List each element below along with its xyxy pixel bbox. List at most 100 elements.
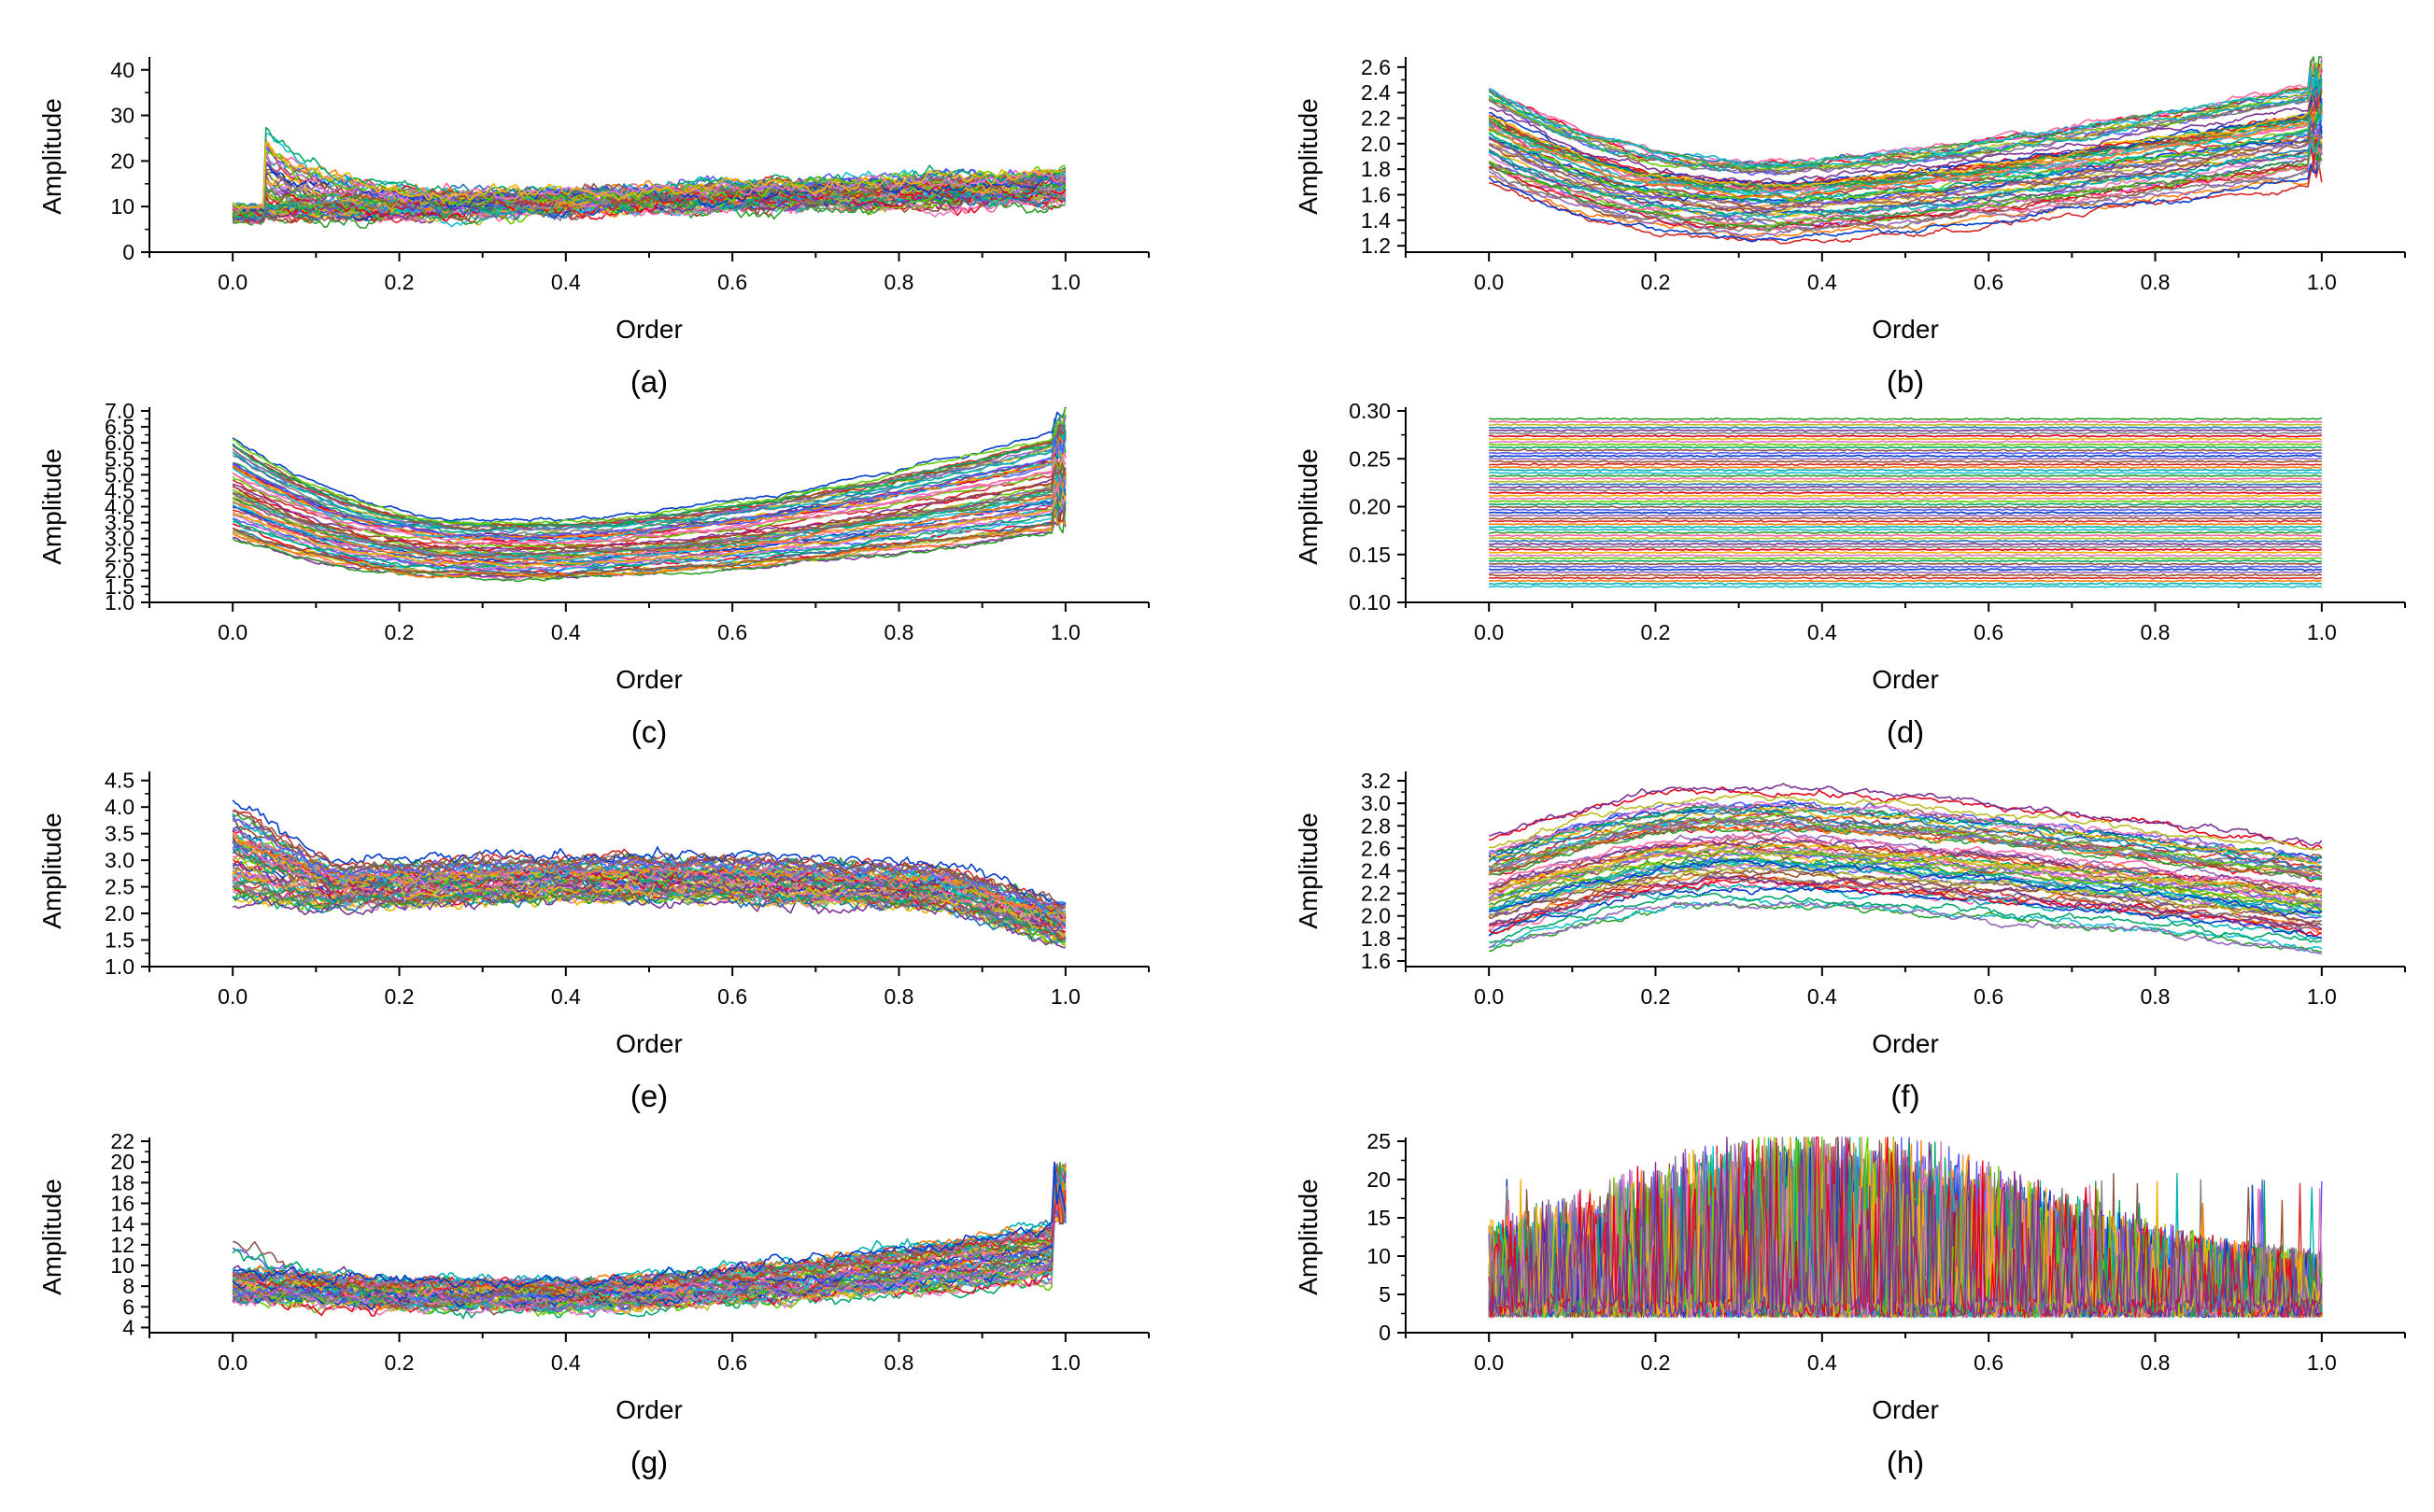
y-tick-label: 1.5 bbox=[105, 574, 134, 599]
x-tick-label: 0.8 bbox=[2141, 270, 2171, 294]
panel-label: (a) bbox=[630, 364, 668, 399]
series-line bbox=[1489, 792, 2322, 851]
y-tick-label: 3.2 bbox=[1361, 769, 1391, 793]
series-line bbox=[1489, 431, 2322, 435]
series-line bbox=[1489, 561, 2322, 566]
y-tick-label: 20 bbox=[110, 1150, 134, 1174]
y-tick-label: 3.0 bbox=[105, 848, 134, 872]
x-axis-title: Order bbox=[1872, 1029, 1939, 1058]
series-line bbox=[1488, 530, 2323, 535]
y-tick-label: 4 bbox=[122, 1315, 134, 1339]
series-line bbox=[232, 142, 1067, 209]
series-line bbox=[1488, 1137, 2323, 1319]
x-axis-title: Order bbox=[616, 665, 683, 694]
series-line bbox=[1489, 516, 2322, 520]
chart-panel-c: 0.0 0.2 0.4 0.6 0.8 1.01.01.52.02.53.03.54.04… bbox=[37, 399, 1150, 749]
y-tick-label: 18 bbox=[110, 1170, 134, 1194]
y-tick-label: 4.0 bbox=[105, 795, 134, 819]
series-line bbox=[1489, 434, 2322, 438]
series-line bbox=[1488, 559, 2322, 563]
y-tick-label: 6.5 bbox=[105, 415, 134, 439]
x-tick-label: 1.0 bbox=[1051, 1350, 1081, 1375]
x-tick-label: 0.6 bbox=[1974, 1350, 2003, 1375]
series-line bbox=[1489, 571, 2322, 574]
series-line bbox=[1488, 493, 2322, 498]
series-line bbox=[1489, 429, 2323, 432]
series-line bbox=[1489, 783, 2323, 846]
y-tick-label: 1.5 bbox=[105, 928, 134, 953]
y-axis-title: Amplitude bbox=[37, 448, 66, 565]
series-line bbox=[1489, 514, 2322, 517]
series-line bbox=[1489, 448, 2322, 453]
y-tick-label: 20 bbox=[110, 148, 134, 173]
x-tick-label: 1.0 bbox=[2307, 270, 2337, 294]
y-tick-label: 2.6 bbox=[1361, 55, 1391, 79]
series-line bbox=[1489, 564, 2322, 569]
series-line bbox=[1488, 897, 2323, 953]
y-tick-label: 15 bbox=[1366, 1206, 1391, 1230]
series-line bbox=[1489, 576, 2323, 580]
x-tick-label: 0.2 bbox=[1641, 1350, 1671, 1375]
series-line bbox=[1489, 454, 2322, 458]
series-line bbox=[1489, 462, 2322, 467]
y-tick-label: 1.0 bbox=[105, 954, 134, 979]
series-line bbox=[1488, 129, 2323, 220]
series-line bbox=[1489, 465, 2322, 470]
series-line bbox=[232, 799, 1067, 905]
series-line bbox=[232, 414, 1067, 530]
series-line bbox=[1488, 799, 2322, 863]
series-line bbox=[232, 407, 1067, 525]
y-tick-label: 5.0 bbox=[105, 462, 134, 487]
y-tick-label: 0 bbox=[1379, 1321, 1391, 1345]
y-tick-label: 2.2 bbox=[1361, 106, 1391, 131]
x-tick-label: 0.6 bbox=[717, 984, 747, 1009]
x-tick-label: 0.2 bbox=[385, 984, 415, 1009]
x-tick-label: 0.2 bbox=[1641, 620, 1671, 644]
series-line bbox=[1488, 437, 2322, 441]
series-line bbox=[1488, 73, 2323, 172]
panel-label: (e) bbox=[630, 1079, 668, 1113]
series-line bbox=[1489, 490, 2322, 495]
panel-label: (d) bbox=[1887, 714, 1924, 749]
y-tick-label: 2.0 bbox=[1361, 132, 1391, 156]
y-tick-label: 2.4 bbox=[1361, 859, 1391, 883]
x-tick-label: 0.0 bbox=[218, 620, 248, 644]
x-tick-label: 0.6 bbox=[1974, 620, 2003, 644]
series-line bbox=[232, 503, 1067, 579]
series-line bbox=[1489, 468, 2323, 473]
series-line bbox=[1488, 78, 2323, 176]
series-line bbox=[1488, 97, 2323, 201]
series-line bbox=[1489, 525, 2323, 530]
x-tick-label: 0.4 bbox=[1807, 984, 1837, 1009]
series-line bbox=[232, 1165, 1067, 1303]
y-tick-label: 3.0 bbox=[105, 527, 134, 551]
series-line bbox=[1488, 457, 2323, 460]
series-line bbox=[1488, 800, 2322, 865]
x-tick-label: 0.6 bbox=[717, 270, 747, 294]
y-tick-label: 2.8 bbox=[1361, 813, 1391, 838]
series-line bbox=[232, 126, 1067, 209]
series-line bbox=[1488, 473, 2323, 478]
panel-label: (c) bbox=[631, 714, 667, 749]
series-line bbox=[1488, 850, 2322, 906]
x-tick-label: 0.6 bbox=[1974, 984, 2003, 1009]
series-line bbox=[1489, 502, 2322, 506]
series-line bbox=[1488, 901, 2322, 954]
series-line bbox=[232, 1180, 1067, 1291]
y-axis-title: Amplitude bbox=[37, 1179, 66, 1295]
series-line bbox=[232, 814, 1067, 911]
y-tick-label: 16 bbox=[110, 1191, 134, 1215]
x-tick-label: 0.6 bbox=[1974, 270, 2003, 294]
x-tick-label: 1.0 bbox=[2307, 984, 2337, 1009]
series-line bbox=[1489, 440, 2322, 444]
x-tick-label: 0.4 bbox=[551, 1350, 581, 1375]
y-tick-label: 5 bbox=[1379, 1282, 1391, 1307]
y-tick-label: 0.10 bbox=[1349, 590, 1391, 615]
x-tick-label: 0.8 bbox=[2141, 1350, 2171, 1375]
series-line bbox=[232, 1162, 1067, 1290]
y-tick-label: 1.0 bbox=[105, 590, 134, 615]
series-line bbox=[233, 891, 1066, 949]
y-tick-label: 2.2 bbox=[1361, 882, 1391, 906]
x-tick-label: 0.0 bbox=[218, 1350, 248, 1375]
y-axis-title: Amplitude bbox=[1294, 1179, 1323, 1295]
